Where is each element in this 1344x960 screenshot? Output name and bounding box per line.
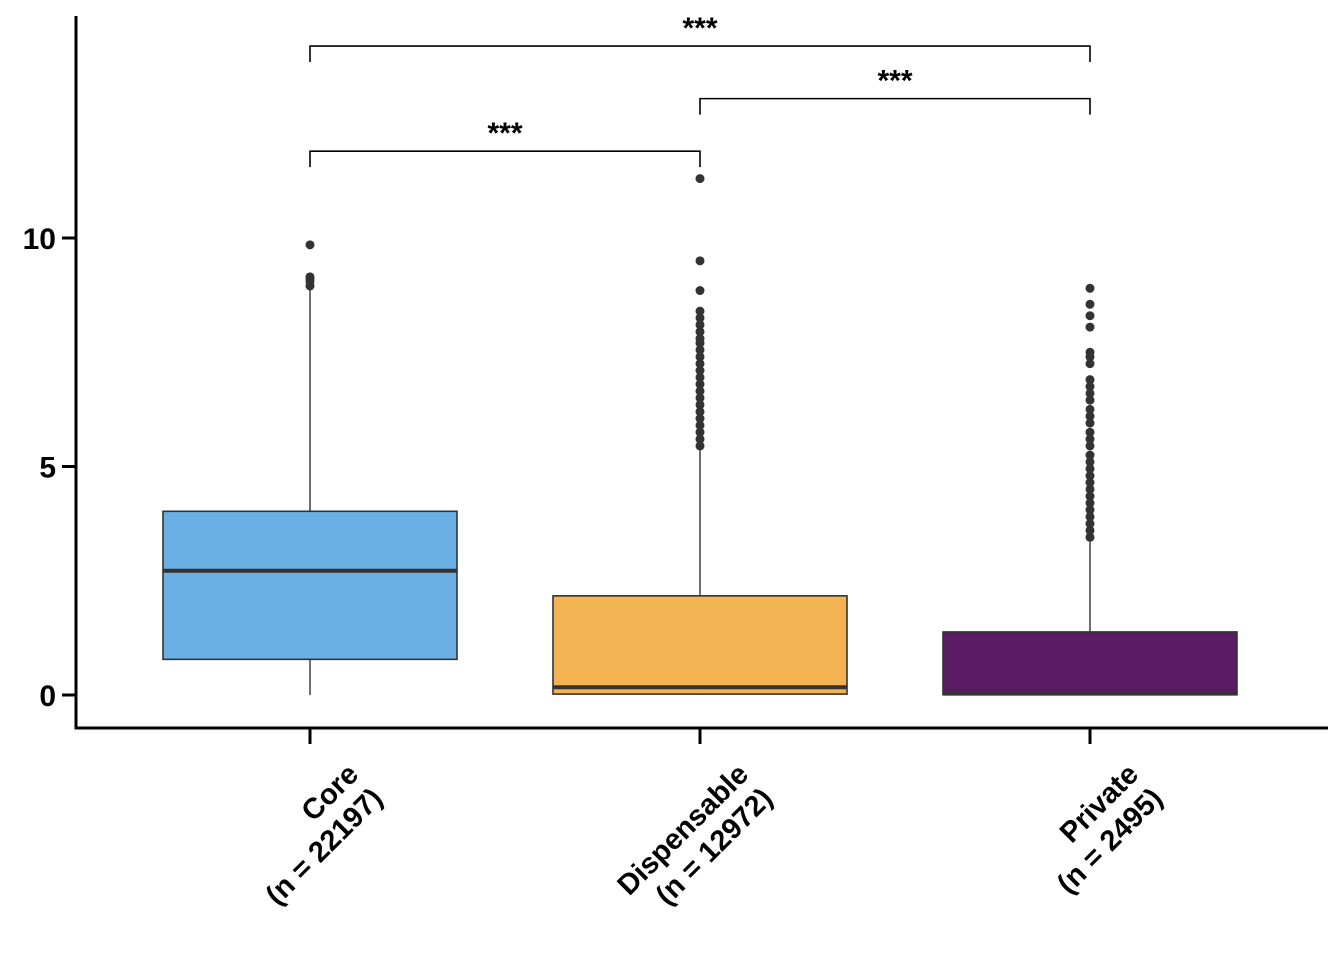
outlier-point — [1085, 404, 1095, 414]
y-tick-label: 0 — [39, 680, 56, 713]
outlier-point — [695, 174, 705, 184]
outlier-point — [1085, 434, 1095, 444]
outlier-point — [1085, 283, 1095, 293]
outlier-point — [1085, 359, 1095, 369]
outlier-point — [695, 400, 705, 410]
box-group-private — [942, 283, 1238, 696]
box-group-dispensable — [552, 174, 848, 695]
outlier-point — [695, 420, 705, 430]
outlier-point — [1085, 395, 1095, 405]
outlier-point — [695, 427, 705, 437]
y-tick-label: 5 — [39, 452, 56, 485]
outlier-point — [1085, 375, 1095, 385]
plot-area — [162, 174, 1238, 696]
x-tick-label: Private(n = 2495) — [1027, 758, 1169, 900]
outlier-point — [1085, 441, 1095, 451]
significance-label: *** — [877, 65, 912, 98]
outlier-point — [1085, 484, 1095, 494]
outlier-point — [305, 272, 315, 282]
outlier-point — [1085, 411, 1095, 421]
outlier-point — [695, 313, 705, 323]
outlier-point — [305, 240, 315, 250]
outlier-point — [695, 414, 705, 424]
outlier-point — [1085, 299, 1095, 309]
outlier-point — [1085, 525, 1095, 535]
outlier-point — [1085, 512, 1095, 522]
box-iqr — [552, 595, 848, 695]
box-group-core — [162, 240, 458, 695]
outlier-point — [695, 441, 705, 451]
significance-label: *** — [487, 117, 522, 150]
outlier-point — [1085, 311, 1095, 321]
outlier-point — [1085, 418, 1095, 428]
outlier-point — [1085, 477, 1095, 487]
outlier-point — [1085, 322, 1095, 332]
outlier-point — [695, 320, 705, 330]
outlier-point — [1085, 471, 1095, 481]
outlier-point — [695, 345, 705, 355]
bracket-line — [699, 97, 1091, 115]
outlier-point — [1085, 519, 1095, 529]
axes: 0 5 10 Core(n = 22197) Dispensable(n = 12972… — [23, 16, 1328, 925]
significance-bracket: *** — [309, 117, 701, 168]
outlier-point — [1085, 505, 1095, 515]
outlier-point — [695, 256, 705, 266]
outlier-point — [695, 286, 705, 296]
outlier-point — [1085, 464, 1095, 474]
bracket-line — [309, 45, 1091, 63]
outlier-point — [695, 327, 705, 337]
box-iqr — [162, 510, 458, 661]
significance-label: *** — [682, 12, 717, 45]
outlier-point — [1085, 457, 1095, 467]
outlier-point — [695, 359, 705, 369]
outlier-point — [1085, 382, 1095, 392]
significance-brackets: *** *** *** — [309, 12, 1091, 168]
outlier-point — [1085, 532, 1095, 542]
bracket-line — [309, 150, 701, 168]
significance-bracket: *** — [309, 12, 1091, 63]
x-tick-label: Dispensable(n = 12972) — [612, 758, 779, 925]
box-iqr — [942, 631, 1238, 696]
outlier-point — [695, 379, 705, 389]
x-tick-label: Core(n = 22197) — [236, 758, 389, 911]
outlier-point — [1085, 491, 1095, 501]
outlier-point — [1085, 427, 1095, 437]
outlier-point — [1085, 450, 1095, 460]
outlier-point — [695, 407, 705, 417]
outlier-point — [695, 352, 705, 362]
outlier-point — [695, 393, 705, 403]
y-tick-label: 10 — [23, 223, 56, 256]
outlier-point — [695, 372, 705, 382]
outlier-point — [1085, 347, 1095, 357]
outlier-point — [1085, 388, 1095, 398]
outlier-point — [695, 334, 705, 344]
outlier-point — [1085, 498, 1095, 508]
outlier-point — [695, 434, 705, 444]
outlier-point — [695, 366, 705, 376]
outlier-point — [695, 306, 705, 316]
significance-bracket: *** — [699, 65, 1091, 115]
outlier-point — [695, 386, 705, 396]
